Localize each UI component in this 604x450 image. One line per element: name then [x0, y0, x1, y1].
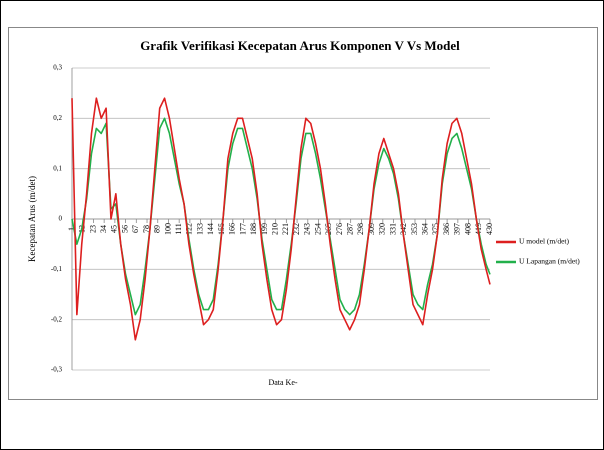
- x-tick-label: 166: [228, 223, 237, 235]
- x-tick-label: 232: [292, 223, 301, 235]
- y-tick-label: -0,2: [51, 315, 63, 323]
- x-tick-label: 56: [120, 225, 129, 233]
- x-tick-label: 254: [313, 223, 322, 235]
- x-tick-label: 243: [303, 223, 312, 235]
- x-tick-label: 342: [399, 223, 408, 235]
- y-tick-label: -0,3: [51, 366, 63, 374]
- x-tick-label: 122: [185, 223, 194, 235]
- y-tick-label: 0,1: [53, 164, 62, 172]
- y-tick-label: 0,3: [53, 64, 62, 72]
- x-tick-label: 408: [463, 223, 472, 235]
- legend-label: U Lapangan (m/det): [519, 257, 580, 266]
- series-line: [71, 97, 491, 341]
- x-tick-label: 45: [110, 225, 119, 233]
- x-tick-label: 78: [142, 225, 151, 233]
- chart-title: Grafik Verifikasi Kecepatan Arus Kompone…: [140, 38, 460, 53]
- x-tick-label: 111: [174, 223, 183, 234]
- x-axis-label: Data Ke-: [268, 378, 297, 387]
- x-tick-label: 199: [260, 223, 269, 235]
- x-tick-label: 364: [421, 223, 430, 235]
- y-tick-label: 0: [59, 215, 63, 223]
- x-tick-label: 188: [249, 223, 258, 235]
- x-tick-label: 287: [345, 223, 354, 235]
- x-tick-label: 375: [431, 223, 440, 235]
- x-tick-label: 386: [442, 223, 451, 235]
- x-tick-label: 1: [67, 227, 76, 231]
- x-tick-label: 309: [367, 223, 376, 235]
- x-tick-label: 89: [153, 225, 162, 233]
- x-tick-label: 34: [99, 225, 108, 233]
- x-tick-label: 397: [453, 223, 462, 235]
- x-tick-label: 276: [335, 223, 344, 235]
- x-tick-label: 100: [163, 223, 172, 235]
- x-tick-label: 23: [88, 225, 97, 233]
- y-tick-label: -0,1: [51, 265, 63, 273]
- legend-label: U model (m/det): [519, 237, 569, 246]
- x-tick-label: 298: [356, 223, 365, 235]
- y-axis-label: Kecepatan Arus (m/det): [27, 176, 37, 262]
- x-tick-label: 430: [485, 223, 494, 235]
- x-tick-label: 331: [388, 223, 397, 235]
- x-tick-label: 353: [410, 223, 419, 235]
- x-tick-label: 133: [195, 223, 204, 235]
- chart-frame: [8, 27, 598, 400]
- y-tick-label: 0,2: [53, 114, 62, 122]
- x-tick-label: 320: [378, 223, 387, 235]
- x-tick-label: 177: [238, 223, 247, 235]
- x-tick-label: 67: [131, 225, 140, 233]
- x-tick-label: 221: [281, 223, 290, 235]
- series-line: [71, 117, 491, 316]
- x-tick-label: 144: [206, 223, 215, 235]
- x-tick-label: 210: [270, 223, 279, 235]
